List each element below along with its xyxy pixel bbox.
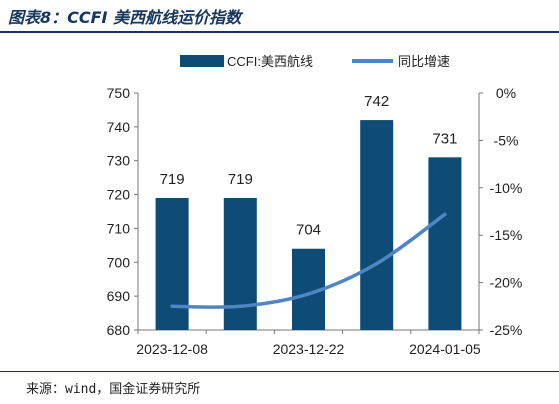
footer-divider: [0, 371, 559, 372]
legend-swatch-bar: [180, 55, 224, 67]
source-note: 来源：wind，国金证券研究所: [26, 382, 201, 397]
right-tick-label: -5%: [494, 132, 519, 148]
bar: [155, 197, 189, 330]
bar-data-label: 742: [364, 93, 389, 110]
right-tick-label: -15%: [490, 227, 523, 243]
legend: CCFI:美西航线 同比增速: [180, 54, 450, 69]
right-tick-label: 0%: [496, 85, 516, 101]
left-tick-label: 690: [107, 288, 131, 304]
right-tick-label: -10%: [490, 180, 523, 196]
chart-title: 图表8：CCFI 美西航线运价指数: [8, 8, 242, 27]
left-tick-label: 740: [107, 119, 131, 135]
bar: [223, 197, 257, 330]
bar-data-label: 704: [296, 222, 321, 239]
left-tick-label: 680: [107, 322, 131, 338]
bar-data-label: 731: [432, 130, 457, 147]
left-tick-label: 750: [107, 85, 131, 101]
yoy-growth-line: [170, 212, 447, 309]
right-tick-label: -20%: [490, 275, 523, 291]
legend-label-line: 同比增速: [398, 54, 450, 69]
left-tick-label: 720: [107, 187, 131, 203]
chart-area: CCFI:美西航线 同比增速 680 690 700 710 720 730 740 750 -…: [107, 54, 523, 357]
right-tick-label: -25%: [490, 322, 523, 338]
bar: [360, 120, 394, 330]
x-tick-label: 2024-01-05: [409, 341, 481, 357]
bar: [428, 157, 462, 330]
title-divider: [0, 31, 559, 33]
bar-data-label: 719: [228, 171, 253, 188]
x-tick-label: 2023-12-22: [273, 341, 345, 357]
left-tick-label: 710: [107, 220, 131, 236]
left-tick-label: 700: [107, 254, 131, 270]
legend-label-bar: CCFI:美西航线: [227, 54, 313, 69]
bar-data-label: 719: [160, 171, 185, 188]
left-tick-label: 730: [107, 153, 131, 169]
x-tick-label: 2023-12-08: [136, 341, 208, 357]
